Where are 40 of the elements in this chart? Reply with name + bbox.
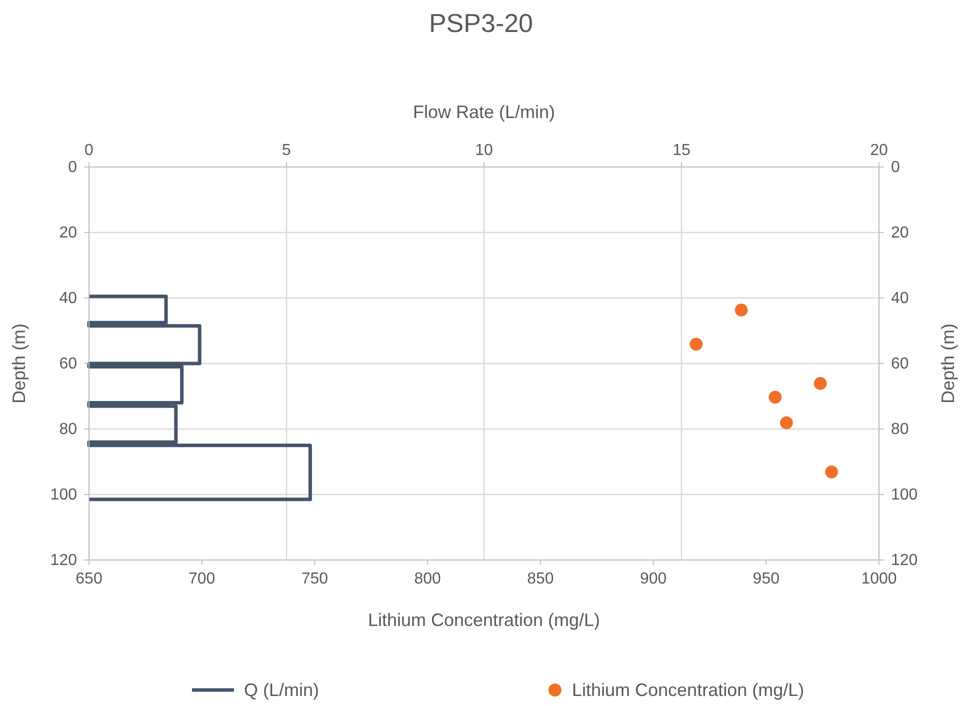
- x-tick-label: 1000: [861, 570, 897, 588]
- x-tick-label: 900: [640, 570, 667, 588]
- y-tick-label: 120: [50, 552, 78, 570]
- legend-label: Q (L/min): [244, 680, 320, 700]
- x-tick-label: 950: [752, 570, 780, 588]
- y-tick-label: 20: [59, 224, 78, 242]
- point: [690, 338, 703, 351]
- x-tick-label: 800: [414, 570, 442, 588]
- x2-tick-label: 20: [870, 142, 888, 159]
- y2-tick-label: 40: [891, 290, 909, 308]
- y2-tick-label: 100: [891, 486, 918, 504]
- x2-tick-label: 0: [84, 142, 94, 159]
- chart-title: PSP3-20: [428, 8, 534, 38]
- y-axis-title: Depth (m): [9, 323, 29, 404]
- x2-tick-label: 10: [475, 142, 493, 159]
- x-tick-label: 700: [188, 570, 216, 588]
- y2-tick-label: 0: [891, 159, 900, 176]
- legend-label: Lithium Concentration (mg/L): [572, 680, 804, 700]
- x-tick-label: 850: [527, 570, 554, 588]
- point: [734, 304, 748, 317]
- point: [825, 465, 838, 478]
- point: [780, 416, 793, 430]
- y2-tick-label: 20: [891, 224, 909, 242]
- x-tick-label: 750: [301, 570, 328, 588]
- y-tick-label: 100: [50, 486, 78, 504]
- x2-axis-title: Flow Rate (L/min): [412, 102, 556, 122]
- y2-axis-title: Depth (m): [938, 323, 958, 404]
- point: [768, 390, 782, 404]
- y2-tick-label: 80: [891, 421, 909, 438]
- y-tick-label: 40: [59, 290, 78, 308]
- point: [814, 377, 827, 390]
- y2-tick-label: 120: [891, 552, 918, 570]
- x-tick-label: 650: [76, 570, 102, 588]
- y-tick-label: 80: [59, 421, 78, 438]
- x-axis-title: Lithium Concentration (mg/L): [368, 610, 600, 630]
- x2-tick-label: 15: [672, 142, 690, 159]
- y-tick-label: 0: [68, 159, 78, 176]
- y2-tick-label: 60: [891, 356, 909, 373]
- x2-tick-label: 5: [282, 142, 292, 159]
- y-tick-label: 60: [59, 356, 78, 373]
